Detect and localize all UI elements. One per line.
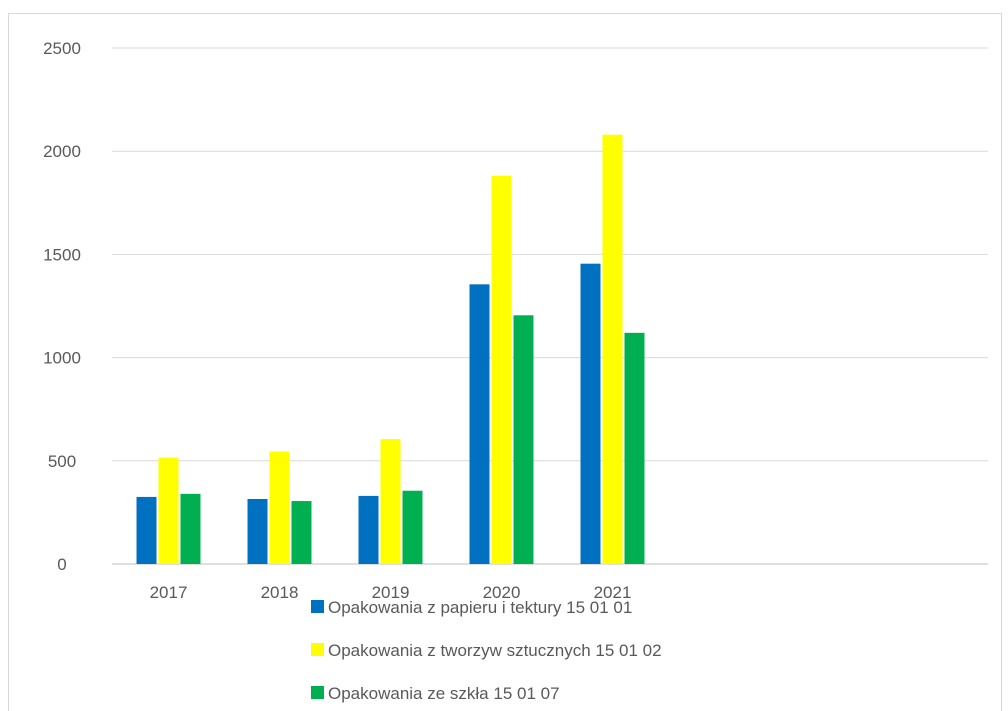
bar (602, 134, 623, 565)
y-tick-label: 500 (48, 452, 76, 471)
y-axis-ticks: 0 500 1000 1500 2000 2500 (43, 39, 81, 574)
gridlines (112, 47, 988, 565)
legend-label: Opakowania ze szkła 15 01 07 (328, 684, 560, 703)
y-tick-label: 1500 (43, 245, 81, 264)
x-category-label: 2021 (594, 583, 632, 602)
legend-label: Opakowania z papieru i tektury 15 01 01 (328, 598, 632, 617)
bars (136, 134, 645, 565)
y-tick-label: 2000 (43, 142, 81, 161)
y-tick-label: 1000 (43, 349, 81, 368)
legend-swatch (311, 600, 324, 613)
legend-swatch (311, 686, 324, 699)
bar (380, 439, 401, 564)
bar (580, 263, 601, 564)
bar (136, 496, 157, 564)
bar (180, 493, 201, 564)
legend-swatch (311, 643, 324, 656)
y-tick-label: 0 (57, 555, 66, 574)
bar (469, 284, 490, 564)
bar (269, 451, 290, 564)
legend: Opakowania z papieru i tektury 15 01 01 O… (311, 598, 662, 703)
x-category-label: 2020 (483, 583, 521, 602)
x-category-label: 2017 (150, 583, 188, 602)
x-category-label: 2019 (372, 583, 410, 602)
x-category-label: 2018 (261, 583, 299, 602)
bar (358, 495, 379, 564)
bar (291, 501, 312, 564)
y-tick-label: 2500 (43, 39, 81, 58)
bar (491, 175, 512, 564)
bar (624, 332, 645, 564)
x-axis-categories: 2017 2018 2019 2020 2021 (150, 583, 632, 602)
bar (247, 498, 268, 564)
bar (513, 315, 534, 564)
legend-label: Opakowania z tworzyw sztucznych 15 01 02 (328, 641, 662, 660)
bar (402, 490, 423, 564)
bar (158, 457, 179, 564)
